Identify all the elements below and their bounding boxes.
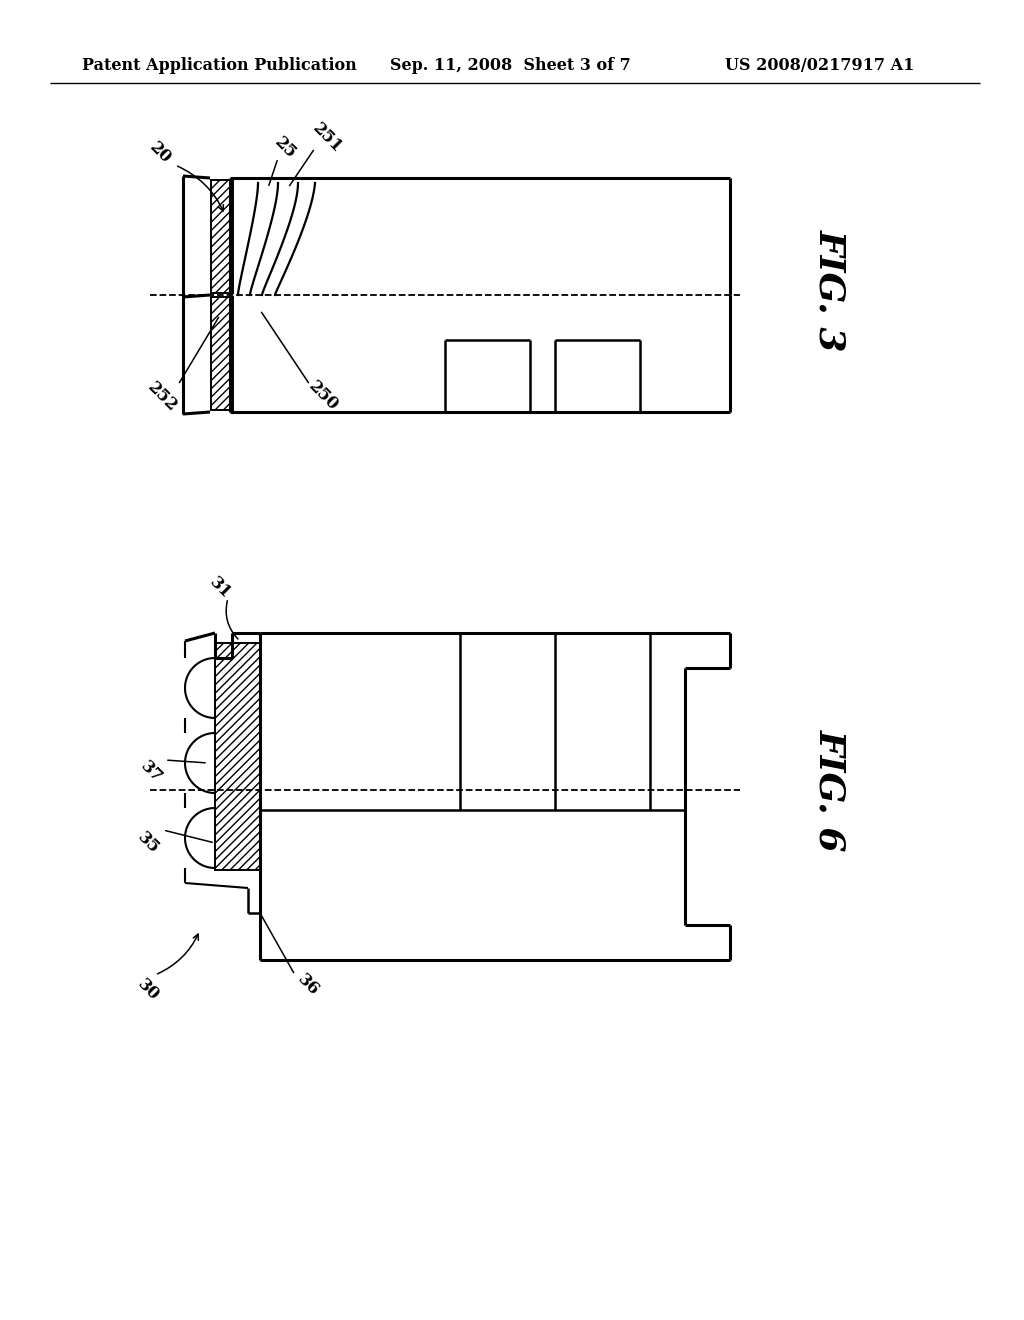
Bar <box>211 297 233 411</box>
Text: 31: 31 <box>206 574 234 602</box>
Text: 25: 25 <box>270 133 299 162</box>
Bar <box>211 180 233 293</box>
Bar <box>215 643 260 870</box>
Text: 20: 20 <box>145 139 174 168</box>
Text: FIG. 6: FIG. 6 <box>813 729 847 851</box>
Text: FIG. 3: FIG. 3 <box>813 228 847 351</box>
Text: Sep. 11, 2008  Sheet 3 of 7: Sep. 11, 2008 Sheet 3 of 7 <box>390 57 631 74</box>
Text: 252: 252 <box>143 379 180 416</box>
Text: 251: 251 <box>309 120 345 156</box>
Text: 36: 36 <box>294 970 323 999</box>
Text: US 2008/0217917 A1: US 2008/0217917 A1 <box>725 57 914 74</box>
Text: Patent Application Publication: Patent Application Publication <box>82 57 356 74</box>
Text: 250: 250 <box>305 378 341 414</box>
Text: 37: 37 <box>137 758 165 787</box>
Text: 30: 30 <box>134 975 162 1005</box>
Text: 35: 35 <box>134 829 162 857</box>
